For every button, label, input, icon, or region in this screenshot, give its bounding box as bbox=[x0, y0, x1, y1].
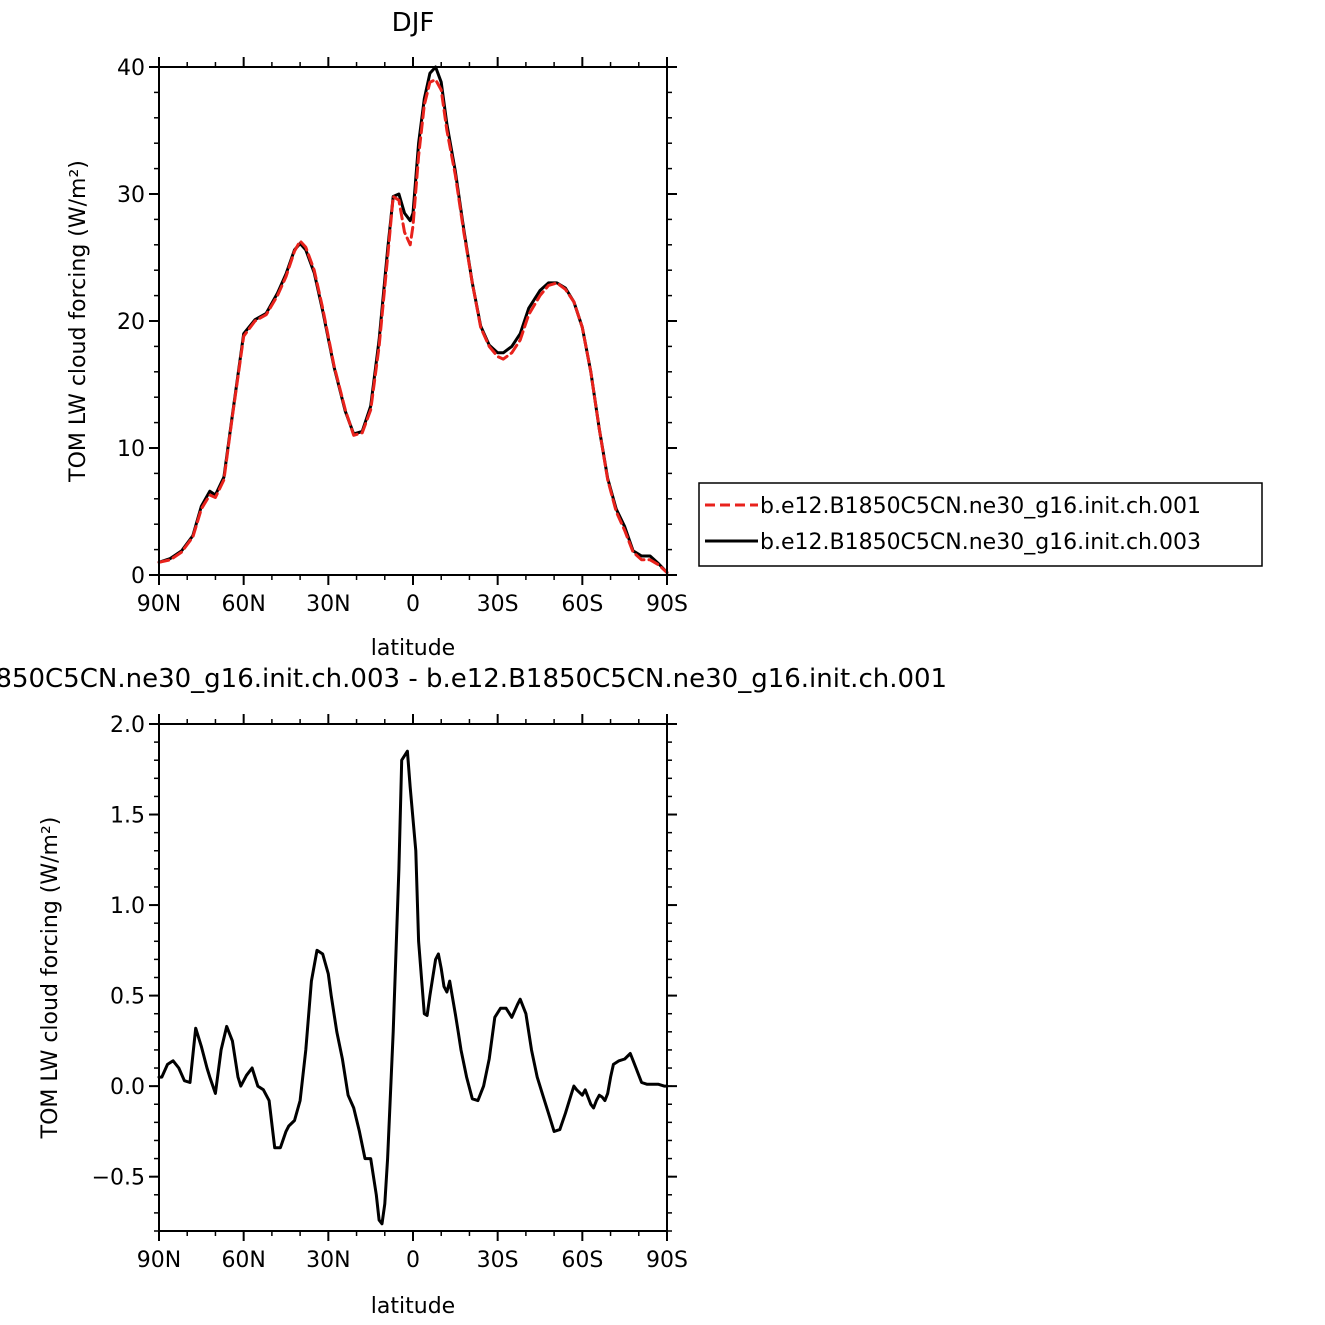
legend-label-001: b.e12.B1850C5CN.ne30_g16.init.ch.001 bbox=[760, 494, 1201, 519]
x-tick-label: 60N bbox=[221, 1248, 265, 1273]
series-line-001 bbox=[157, 78, 669, 574]
series-group-top bbox=[157, 65, 669, 574]
ticks-bottom: 90N 60N 30N 0 30S 60S 90S −0.5 0.0 0.5 1.0 1.5 2.0 bbox=[92, 713, 688, 1273]
x-tick-label: 90N bbox=[137, 1248, 181, 1273]
x-tick-label: 30N bbox=[306, 1248, 350, 1273]
y-axis-label-top: TOM LW cloud forcing (W/m²) bbox=[66, 160, 91, 483]
legend-box bbox=[698, 482, 1263, 567]
y-tick-label: 40 bbox=[117, 56, 145, 81]
bottom-panel: b.e12.B1850C5CN.ne30_g16.init.ch.003 - b… bbox=[0, 664, 947, 1319]
y-tick-label: 30 bbox=[117, 183, 145, 208]
y-tick-label: 0 bbox=[131, 564, 145, 589]
chart-title-djf: DJF bbox=[392, 8, 435, 38]
series-group-bottom bbox=[157, 749, 669, 1226]
x-tick-label: 0 bbox=[406, 592, 420, 617]
x-tick-label: 30S bbox=[477, 1248, 519, 1273]
x-tick-label: 60N bbox=[221, 592, 265, 617]
x-tick-label: 90S bbox=[646, 592, 688, 617]
ticks-top: 90N 60N 30N 0 30S 60S 90S 0 10 20 30 40 bbox=[117, 56, 688, 617]
y-tick-label: 1.5 bbox=[110, 804, 145, 829]
plot-frame-bottom bbox=[158, 723, 668, 1232]
plot-frame-top bbox=[158, 66, 668, 576]
y-tick-label: −0.5 bbox=[92, 1166, 145, 1191]
x-axis-label-bottom: latitude bbox=[371, 1294, 455, 1319]
x-tick-label: 30N bbox=[306, 592, 350, 617]
x-tick-label: 60S bbox=[561, 1248, 603, 1273]
y-tick-label: 1.0 bbox=[110, 894, 145, 919]
y-axis-label-bottom: TOM LW cloud forcing (W/m²) bbox=[38, 817, 63, 1140]
y-tick-label: 2.0 bbox=[110, 713, 145, 738]
chart-title-difference: b.e12.B1850C5CN.ne30_g16.init.ch.003 - b… bbox=[0, 664, 947, 694]
series-line-difference bbox=[157, 749, 669, 1226]
x-tick-label: 60S bbox=[561, 592, 603, 617]
y-tick-label: 0.0 bbox=[110, 1075, 145, 1100]
series-line-003 bbox=[157, 65, 669, 574]
x-tick-label: 90N bbox=[137, 592, 181, 617]
legend-label-003: b.e12.B1850C5CN.ne30_g16.init.ch.003 bbox=[760, 530, 1201, 555]
x-tick-label: 30S bbox=[477, 592, 519, 617]
x-axis-label-top: latitude bbox=[371, 636, 455, 661]
x-tick-label: 0 bbox=[406, 1248, 420, 1273]
top-panel: DJF TOM LW cloud forcing (W/m²) latitude… bbox=[66, 8, 688, 661]
y-tick-label: 20 bbox=[117, 310, 145, 335]
y-tick-label: 0.5 bbox=[110, 985, 145, 1010]
legend: b.e12.B1850C5CN.ne30_g16.init.ch.001 b.e… bbox=[698, 482, 1263, 567]
y-tick-label: 10 bbox=[117, 437, 145, 462]
x-tick-label: 90S bbox=[646, 1248, 688, 1273]
